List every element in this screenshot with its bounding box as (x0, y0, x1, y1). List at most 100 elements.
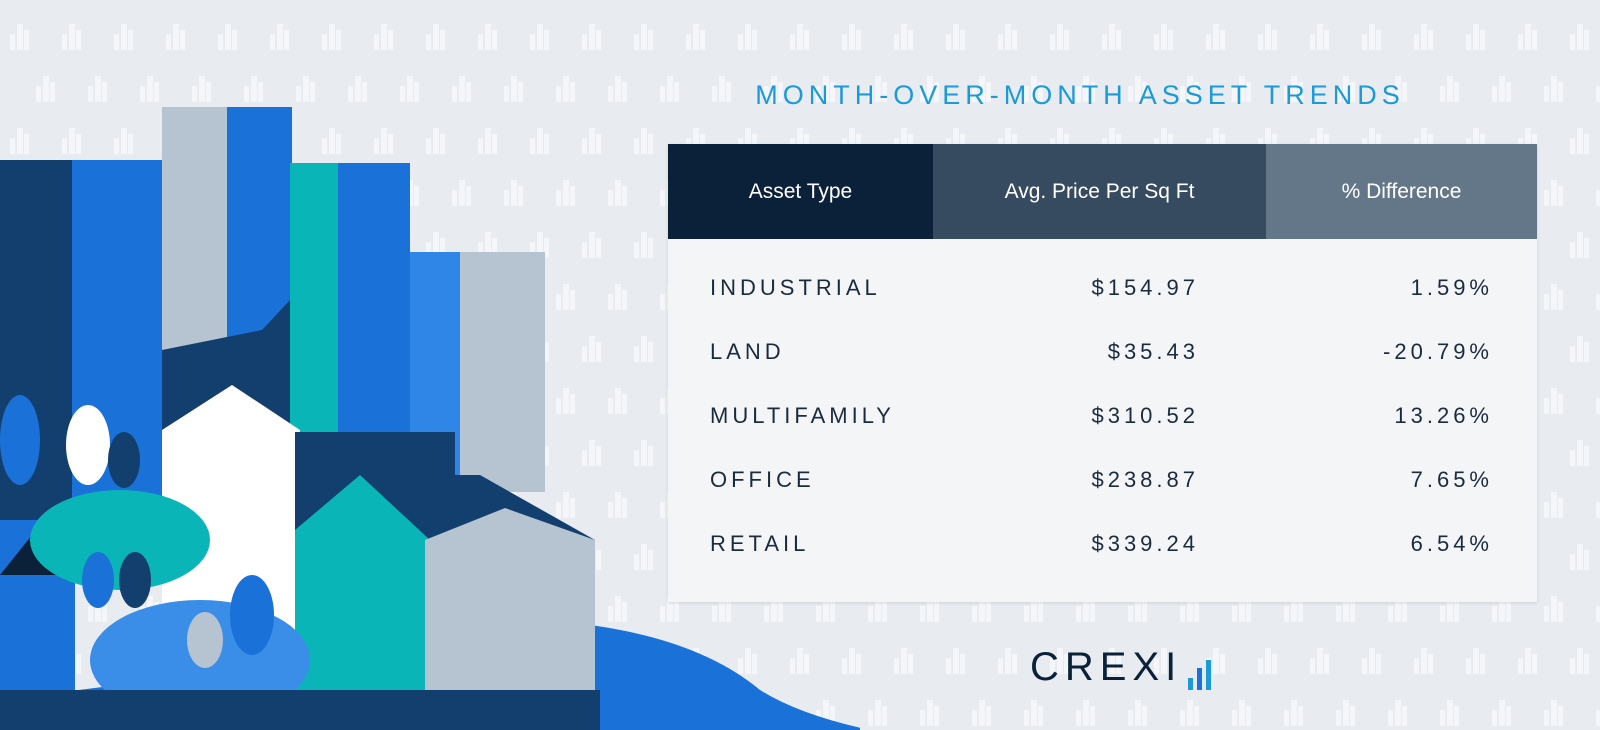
pattern-building-icon (868, 86, 873, 102)
pattern-building-icon (1596, 294, 1600, 310)
pattern-building-icon (76, 30, 81, 50)
pattern-building-icon (979, 596, 985, 622)
pattern-building-icon (43, 76, 49, 102)
pattern-building-icon (1570, 450, 1575, 466)
pattern-building-icon (1291, 76, 1297, 102)
pattern-building-icon (69, 128, 75, 154)
pattern-building-icon (615, 180, 621, 206)
pattern-building-icon (946, 658, 951, 674)
pattern-building-icon (752, 30, 757, 50)
pattern-building-icon (778, 602, 783, 622)
pattern-building-icon (1265, 24, 1271, 50)
pattern-building-icon (1232, 86, 1237, 102)
pattern-building-icon (1447, 700, 1453, 726)
pattern-building-icon (1492, 710, 1497, 726)
pattern-building-icon (1376, 654, 1381, 674)
pattern-building-icon (1336, 86, 1341, 102)
pattern-building-icon (1506, 602, 1511, 622)
pattern-building-icon (1220, 654, 1225, 674)
pattern-building-icon (244, 86, 249, 102)
price-cell: $154.97 (1091, 275, 1199, 300)
pattern-building-icon (1090, 82, 1095, 102)
pattern-building-icon (1596, 606, 1600, 622)
pattern-building-icon (1525, 24, 1531, 50)
pattern-building-icon (1090, 706, 1095, 726)
pattern-building-icon (452, 86, 457, 102)
pattern-building-icon (485, 24, 491, 50)
pattern-building-icon (466, 82, 471, 102)
pattern-building-icon (62, 34, 67, 50)
pattern-building-icon (596, 550, 601, 570)
pattern-building-icon (582, 450, 587, 466)
pattern-building-icon (322, 138, 327, 154)
pattern-building-icon (1116, 30, 1121, 50)
pattern-building-icon (1076, 606, 1081, 622)
pattern-building-icon (1154, 658, 1159, 674)
pattern-building-icon (76, 134, 81, 154)
pattern-building-icon (1336, 710, 1341, 726)
pattern-building-icon (660, 606, 665, 622)
pattern-building-icon (336, 134, 341, 154)
pattern-building-icon (1584, 446, 1589, 466)
pattern-building-icon (589, 440, 595, 466)
pattern-building-icon (563, 76, 569, 102)
pattern-building-icon (1558, 706, 1563, 726)
pattern-building-icon (894, 34, 899, 50)
pattern-building-icon (797, 24, 803, 50)
pattern-building-icon (1544, 606, 1549, 622)
pattern-building-icon (764, 86, 769, 102)
pattern-building-icon (1577, 232, 1583, 258)
pattern-building-icon (797, 128, 803, 154)
pattern-building-icon (1402, 602, 1407, 622)
pattern-building-icon (1596, 190, 1600, 206)
pattern-building-icon (1454, 706, 1459, 726)
pattern-building-icon (1272, 654, 1277, 674)
pattern-building-icon (1310, 34, 1315, 50)
pattern-building-icon (998, 658, 1003, 674)
pattern-building-icon (1083, 700, 1089, 726)
pattern-building-icon (374, 34, 379, 50)
pattern-building-icon (544, 446, 549, 466)
pattern-building-icon (1506, 82, 1511, 102)
pattern-building-icon (1525, 648, 1531, 674)
pattern-building-icon (1265, 128, 1271, 154)
pattern-building-icon (1102, 34, 1107, 50)
pattern-building-icon (478, 138, 483, 154)
pattern-building-icon (1064, 30, 1069, 50)
asset-type-cell: INDUSTRIAL (710, 275, 881, 300)
pattern-building-icon (1024, 86, 1029, 102)
pattern-building-icon (998, 34, 1003, 50)
pattern-building-icon (882, 82, 887, 102)
asset-type-cell: RETAIL (710, 531, 810, 556)
pattern-building-icon (1480, 30, 1485, 50)
pattern-building-icon (823, 700, 829, 726)
pattern-building-icon (589, 336, 595, 362)
pattern-building-icon (1128, 710, 1133, 726)
pattern-building-icon (530, 242, 535, 258)
pattern-building-icon (544, 238, 549, 258)
pattern-building-icon (920, 606, 925, 622)
pattern-building-icon (1570, 138, 1575, 154)
pattern-building-icon (1584, 550, 1589, 570)
pattern-building-icon (1473, 24, 1479, 50)
pattern-building-icon (530, 138, 535, 154)
pattern-building-icon (816, 86, 821, 102)
pattern-building-icon (1213, 648, 1219, 674)
pattern-building-icon (1213, 24, 1219, 50)
pattern-building-icon (1544, 398, 1549, 414)
pattern-building-icon (582, 138, 587, 154)
pattern-building-icon (790, 658, 795, 674)
pattern-building-icon (1109, 648, 1115, 674)
asset-trends-table: Asset Type Avg. Price Per Sq Ft % Differ… (668, 144, 1537, 602)
pattern-building-icon (17, 128, 23, 154)
pattern-building-icon (856, 654, 861, 674)
pattern-building-icon (615, 388, 621, 414)
pattern-building-icon (563, 180, 569, 206)
pattern-building-icon (700, 30, 705, 50)
pattern-building-icon (823, 76, 829, 102)
pattern-building-icon (908, 654, 913, 674)
pattern-building-icon (634, 34, 639, 50)
pattern-building-icon (1402, 82, 1407, 102)
pattern-building-icon (128, 134, 133, 154)
pattern-building-icon (199, 76, 205, 102)
